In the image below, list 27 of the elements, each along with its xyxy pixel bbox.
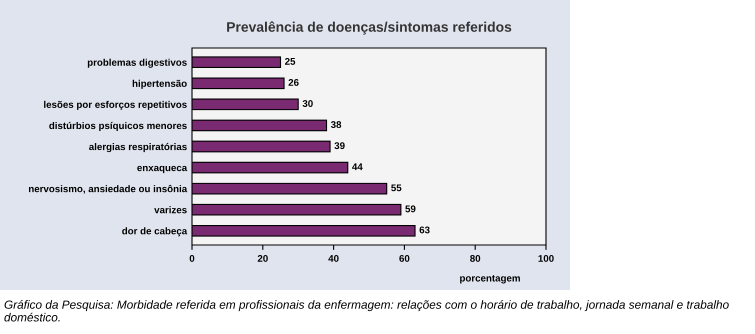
y-tick-label: nervosismo, ansiedade ou insônia xyxy=(28,184,188,194)
y-tick-label: problemas digestivos xyxy=(88,58,187,68)
data-label: 59 xyxy=(405,205,416,212)
data-label: 26 xyxy=(288,79,299,86)
x-tick-label: 20 xyxy=(258,254,268,262)
data-label: 55 xyxy=(391,184,402,192)
text: Gráfico da Pesquisa: Morbidade referida em profissionais da enfermagem: relações com o horário de trabalho, jornada semanal e trabalho doméstico. xyxy=(4,300,729,322)
y-tick-label: varizes xyxy=(154,206,187,214)
y-tick-label: enxaqueca xyxy=(137,166,188,174)
y-tick-label: alergias respiratórias xyxy=(89,142,187,152)
y-tick-label: lesões por esforços repetitivos xyxy=(44,100,187,110)
chart-title: Prevalência de doenças/sintomas referidos xyxy=(227,21,512,35)
x-tick-label: 0 xyxy=(190,254,194,262)
y-tick-label: hipertensão xyxy=(132,80,187,89)
y-tick-label: dor de cabeça xyxy=(122,227,188,236)
y-tick-label: distúrbios psíquicos menores xyxy=(49,122,187,132)
x-tick-label: 80 xyxy=(470,254,480,262)
data-label: 44 xyxy=(352,163,363,170)
x-tick-label: 40 xyxy=(328,254,339,262)
data-label: 39 xyxy=(334,142,345,150)
data-label: 38 xyxy=(330,121,342,128)
x-axis-title: porcentagem xyxy=(460,275,520,284)
data-label: 30 xyxy=(302,100,313,107)
data-label: 63 xyxy=(420,226,430,234)
x-tick-label: 60 xyxy=(399,254,410,262)
x-tick-label: 100 xyxy=(538,254,554,262)
data-label: 25 xyxy=(285,58,296,65)
